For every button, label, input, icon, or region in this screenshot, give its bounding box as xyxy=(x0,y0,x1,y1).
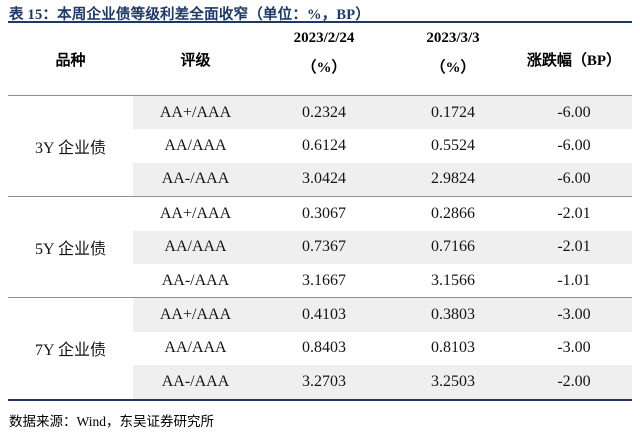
cell-prev-value: 3.0424 xyxy=(302,170,346,188)
cell-change-bp: -6.00 xyxy=(557,103,591,121)
header-date-2023-3-3: 2023/3/3 （%） xyxy=(390,23,516,95)
header-rating: 评级 xyxy=(180,52,211,69)
cell-rating: AA+/AAA xyxy=(159,103,232,121)
table-row: AA-/AAA 3.1667 3.1566 -1.01 xyxy=(133,264,632,297)
header-date2-unit: （%） xyxy=(430,60,476,76)
cell-curr-value: 0.7166 xyxy=(431,238,475,256)
cell-curr-value: 3.1566 xyxy=(431,271,475,289)
table-group-5y: 5Y 企业债 AA+/AAA 0.3067 0.2866 -2.01 AA/AA… xyxy=(8,197,632,299)
header-date1-date: 2023/2/24 xyxy=(293,30,355,46)
variety-label-7y: 7Y 企业债 xyxy=(8,298,133,399)
table-row: AA/AAA 0.7367 0.7166 -2.01 xyxy=(133,230,632,264)
cell-prev-value: 3.2703 xyxy=(302,372,346,390)
cell-change-bp: -1.01 xyxy=(557,271,591,289)
cell-curr-value: 0.3803 xyxy=(431,306,475,324)
cell-change-bp: -2.00 xyxy=(557,372,591,390)
cell-curr-value: 0.5524 xyxy=(431,137,475,155)
cell-change-bp: -3.00 xyxy=(557,339,591,357)
cell-prev-value: 0.4103 xyxy=(302,306,346,324)
header-date-2023-2-24: 2023/2/24 （%） xyxy=(258,23,390,95)
cell-rating: AA/AAA xyxy=(164,137,227,155)
cell-rating: AA+/AAA xyxy=(159,204,232,222)
header-date2-date: 2023/3/3 xyxy=(426,30,480,46)
cell-prev-value: 0.2324 xyxy=(302,103,346,121)
cell-change-bp: -2.01 xyxy=(557,204,591,222)
cell-rating: AA-/AAA xyxy=(161,170,230,188)
variety-label-5y: 5Y 企业债 xyxy=(8,197,133,298)
header-change-bp: 涨跌幅（BP） xyxy=(526,52,622,69)
cell-rating: AA/AAA xyxy=(164,339,227,357)
cell-prev-value: 3.1667 xyxy=(302,271,346,289)
table-header: 品种 评级 2023/2/24 （%） 2023/3/3 （%） 涨跌幅（BP） xyxy=(8,23,632,96)
cell-change-bp: -6.00 xyxy=(557,170,591,188)
cell-rating: AA-/AAA xyxy=(161,372,230,390)
table-row: AA/AAA 0.6124 0.5524 -6.00 xyxy=(133,129,632,162)
table-row: AA/AAA 0.8403 0.8103 -3.00 xyxy=(133,332,632,365)
header-variety: 品种 xyxy=(55,52,86,69)
table-row: AA+/AAA 0.3067 0.2866 -2.01 xyxy=(133,197,632,230)
table-row: AA-/AAA 3.0424 2.9824 -6.00 xyxy=(133,162,632,197)
cell-curr-value: 0.2866 xyxy=(431,204,475,222)
cell-prev-value: 0.8403 xyxy=(302,339,346,357)
cell-prev-value: 0.7367 xyxy=(302,238,346,256)
data-source: 数据来源：Wind，东吴证券研究所 xyxy=(9,413,214,429)
cell-rating: AA-/AAA xyxy=(161,271,230,289)
cell-curr-value: 2.9824 xyxy=(431,170,475,188)
table-title: 表 15：本周企业债等级利差全面收窄（单位：%，BP） xyxy=(8,0,632,23)
cell-curr-value: 0.1724 xyxy=(431,103,475,121)
header-date1-unit: （%） xyxy=(301,60,347,76)
table-row: AA+/AAA 0.4103 0.3803 -3.00 xyxy=(133,298,632,332)
cell-rating: AA+/AAA xyxy=(159,306,232,324)
table-group-3y: 3Y 企业债 AA+/AAA 0.2324 0.1724 -6.00 AA/AA… xyxy=(8,96,632,198)
table-group-7y: 7Y 企业债 AA+/AAA 0.4103 0.3803 -3.00 AA/AA… xyxy=(8,298,632,401)
cell-curr-value: 3.2503 xyxy=(431,372,475,390)
table-row: AA+/AAA 0.2324 0.1724 -6.00 xyxy=(133,96,632,130)
cell-change-bp: -2.01 xyxy=(557,238,591,256)
cell-change-bp: -3.00 xyxy=(557,306,591,324)
variety-label-3y: 3Y 企业债 xyxy=(8,96,133,197)
cell-change-bp: -6.00 xyxy=(557,137,591,155)
cell-rating: AA/AAA xyxy=(164,238,227,256)
table-row: AA-/AAA 3.2703 3.2503 -2.00 xyxy=(133,365,632,399)
cell-prev-value: 0.6124 xyxy=(302,137,346,155)
cell-curr-value: 0.8103 xyxy=(431,339,475,357)
cell-prev-value: 0.3067 xyxy=(302,204,346,222)
